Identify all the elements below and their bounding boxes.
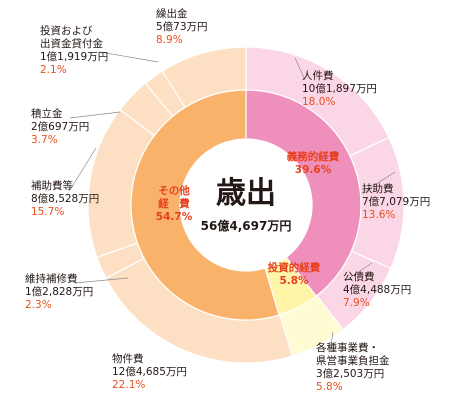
leader-line-3 — [329, 331, 334, 353]
label-subsidies-name: 補助費等 — [31, 180, 73, 192]
inner-label-mandatory: 義務的経費 39.6% — [278, 151, 348, 177]
label-reserve-amount: 2億697万円 — [31, 121, 90, 133]
leader-line-1 — [361, 171, 396, 194]
leader-line-4 — [74, 277, 129, 284]
label-assistance: 扶助費 7億7,079万円 13.6% — [362, 183, 430, 222]
label-subsidies: 補助費等 8億8,528万円 15.7% — [31, 180, 99, 219]
label-transfers-name: 繰出金 — [156, 8, 188, 20]
chart-total: 56億4,697万円 — [201, 218, 292, 233]
label-subsidies-pct: 15.7% — [31, 206, 65, 218]
inner-label-other: その他 経 費 54.7% — [146, 185, 202, 224]
leader-line-6 — [69, 111, 121, 119]
leader-lines — [69, 51, 396, 353]
label-projects-amount: 3億2,503万円 — [316, 368, 385, 380]
label-assistance-name: 扶助費 — [362, 183, 394, 195]
label-personnel-amount: 10億1,897万円 — [302, 83, 377, 95]
leader-line-0 — [294, 57, 306, 81]
label-investment-loans-name2: 出資金貸付金 — [40, 38, 103, 50]
inner-label-other-name1: その他 — [158, 185, 190, 197]
label-transfers-pct: 8.9% — [156, 34, 183, 46]
label-debt: 公債費 4億4,488万円 7.9% — [343, 271, 411, 310]
label-debt-pct: 7.9% — [343, 297, 370, 309]
inner-label-investment-name: 投資的経費 — [267, 262, 321, 274]
leader-line-2 — [344, 262, 373, 282]
label-projects: 各種事業費・ 県営事業負担金 3億2,503万円 5.8% — [316, 342, 390, 394]
leader-line-5 — [69, 147, 97, 191]
label-assistance-pct: 13.6% — [362, 209, 396, 221]
label-assistance-amount: 7億7,079万円 — [362, 196, 431, 208]
label-reserve-pct: 3.7% — [31, 134, 58, 146]
label-goods-name: 物件費 — [112, 353, 144, 365]
leader-line-7 — [99, 51, 159, 63]
label-goods: 物件費 12億4,685万円 22.1% — [112, 353, 187, 392]
label-debt-amount: 4億4,488万円 — [343, 284, 412, 296]
label-debt-name: 公債費 — [343, 271, 375, 283]
label-projects-name1: 各種事業費・ — [316, 342, 379, 354]
label-maintenance-pct: 2.3% — [25, 299, 52, 311]
label-maintenance-amount: 1億2,828万円 — [25, 286, 94, 298]
label-reserve-name: 積立金 — [31, 108, 63, 120]
label-goods-amount: 12億4,685万円 — [112, 366, 187, 378]
inner-label-investment: 投資的経費 5.8% — [258, 262, 330, 288]
label-maintenance: 維持補修費 1億2,828万円 2.3% — [25, 273, 93, 312]
label-goods-pct: 22.1% — [112, 379, 146, 391]
label-subsidies-amount: 8億8,528万円 — [31, 193, 100, 205]
label-personnel-pct: 18.0% — [302, 96, 336, 108]
chart-title: 歳出 — [216, 176, 276, 211]
label-maintenance-name: 維持補修費 — [25, 273, 78, 285]
label-investment-loans: 投資および 出資金貸付金 1億1,919万円 2.1% — [40, 25, 108, 77]
inner-label-other-name2: 経 費 — [158, 198, 190, 210]
inner-label-other-pct: 54.7% — [155, 211, 193, 223]
label-transfers: 繰出金 5億73万円 8.9% — [156, 8, 208, 47]
label-personnel: 人件費 10億1,897万円 18.0% — [302, 70, 377, 109]
center-hole — [180, 139, 312, 271]
label-personnel-name: 人件費 — [302, 70, 334, 82]
inner-label-mandatory-name: 義務的経費 — [286, 151, 340, 163]
label-investment-loans-pct: 2.1% — [40, 64, 67, 76]
inner-ring — [130, 89, 362, 321]
label-investment-loans-amount: 1億1,919万円 — [40, 51, 109, 63]
inner-label-investment-pct: 5.8% — [279, 275, 309, 287]
label-transfers-amount: 5億73万円 — [156, 21, 208, 33]
label-investment-loans-name1: 投資および — [40, 25, 93, 37]
label-reserve: 積立金 2億697万円 3.7% — [31, 108, 89, 147]
label-projects-name2: 県営事業負担金 — [316, 355, 390, 367]
label-projects-pct: 5.8% — [316, 381, 343, 393]
inner-label-mandatory-pct: 39.6% — [294, 164, 332, 176]
